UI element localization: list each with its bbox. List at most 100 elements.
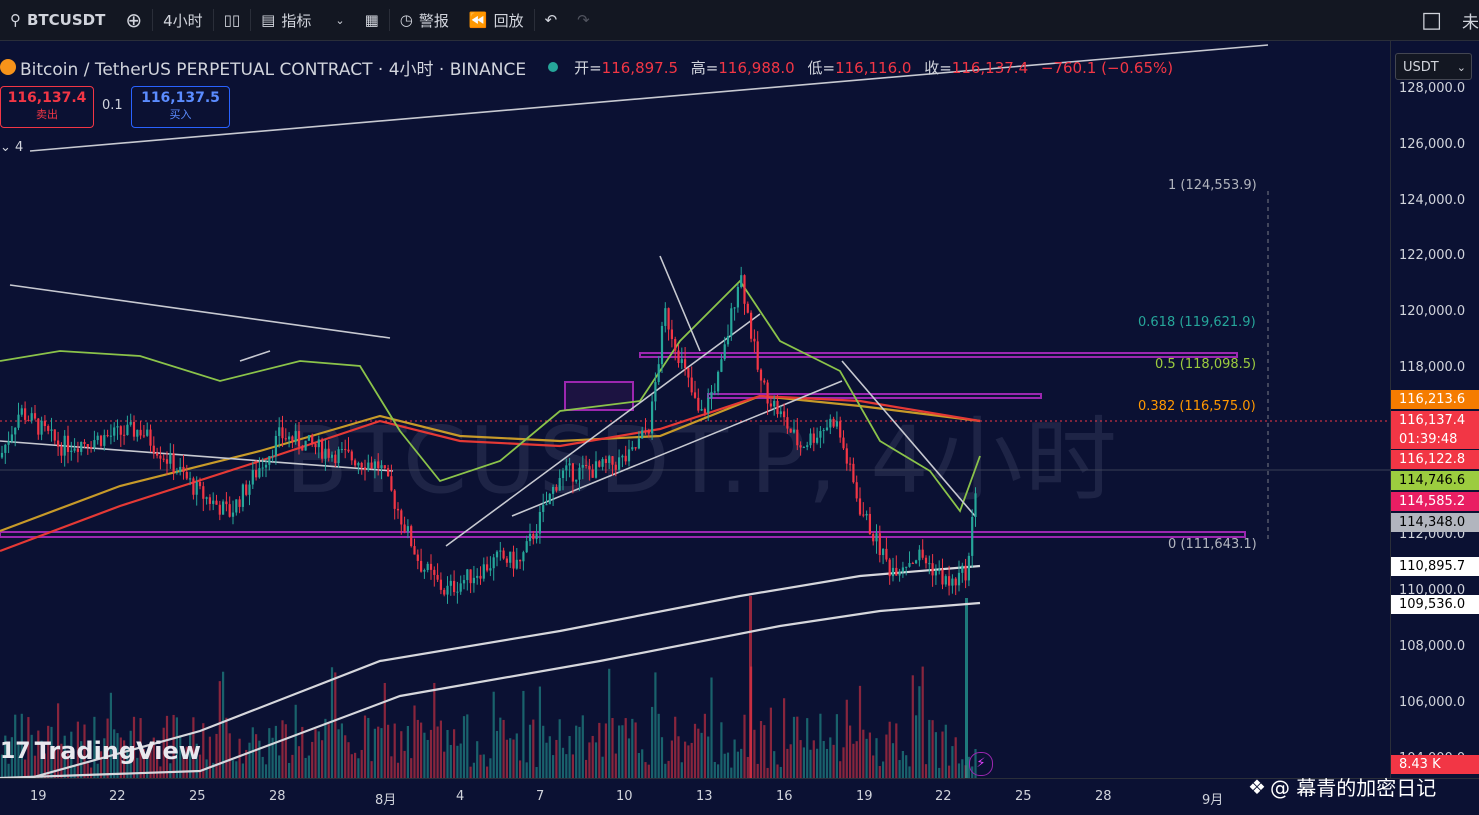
chart-type-button[interactable]: ▯▯ <box>214 0 251 40</box>
grid-icon: ▦ <box>364 11 379 29</box>
candle-body <box>934 571 937 576</box>
candle-body <box>436 574 439 580</box>
volume-bar <box>486 766 489 778</box>
layouts-button[interactable]: ▦ <box>355 0 389 40</box>
lightning-icon[interactable]: ⚡ <box>969 752 993 776</box>
candle-body <box>482 564 485 579</box>
volume-bar <box>53 748 56 778</box>
candle-body <box>86 444 89 448</box>
alert-button[interactable]: ◷ 警报 <box>390 0 459 40</box>
candle-body <box>70 450 73 452</box>
candle-body <box>195 481 198 495</box>
volume-bar <box>974 749 977 778</box>
price-axis[interactable]: 128,000.0 126,000.0 124,000.0 122,000.0 120,… <box>1390 41 1479 778</box>
candle-body <box>670 329 673 340</box>
candle-body <box>558 478 561 491</box>
volume-bar <box>357 758 360 778</box>
candle-body <box>548 493 551 505</box>
candle-body <box>469 569 472 584</box>
volume-bar <box>443 751 446 778</box>
candle-body <box>660 325 664 365</box>
candle-body <box>165 459 169 464</box>
candle-body <box>674 339 677 351</box>
candle-body <box>132 421 136 437</box>
volume-bar <box>783 698 786 778</box>
volume-bar <box>614 753 617 778</box>
volume-bar <box>70 731 73 778</box>
price-tick: 110,000.0 <box>1399 583 1466 599</box>
candle-body <box>149 429 152 446</box>
volume-bar <box>555 739 558 778</box>
candle-body <box>370 462 373 469</box>
volume-bar <box>416 719 419 778</box>
chart-pane[interactable]: BTCUSDT.P, 4小时 1 (124,553.9) 0.618 (119,6… <box>0 41 1390 778</box>
undo-button[interactable]: ↶ <box>535 0 568 40</box>
volume-bar <box>819 713 822 778</box>
volume-bar <box>611 717 614 778</box>
interval-label: 4小时 <box>163 11 203 30</box>
volume-bar <box>179 735 182 778</box>
time-axis[interactable]: 19 22 25 28 8月 4 7 10 13 16 19 22 25 28 9月 <box>0 778 1479 815</box>
volume-bar <box>429 729 433 778</box>
volume-bar <box>852 743 855 778</box>
divider <box>250 9 252 31</box>
top-toolbar: ⚲ BTCUSDT ⊕ 4小时 ▯▯ ▤ 指标 ⌄ ▦ ◷ 警报 ⏪ 回放 ↶ … <box>0 0 1479 41</box>
volume-bar <box>446 729 449 778</box>
volume-bar <box>466 714 469 778</box>
candle-body <box>337 449 340 464</box>
volume-bar <box>845 699 848 778</box>
tradingview-logo[interactable]: 17 TradingView <box>0 737 201 765</box>
candle-body <box>634 447 637 449</box>
candle-body <box>443 589 446 595</box>
unnamed-layout-button[interactable]: 未 <box>1452 0 1479 40</box>
candle-body <box>179 466 182 472</box>
compare-button[interactable]: ⊕ <box>115 0 152 40</box>
replay-button[interactable]: ⏪ 回放 <box>459 0 534 40</box>
time-label: 9月 <box>1202 793 1224 808</box>
symbol-search[interactable]: ⚲ BTCUSDT <box>0 0 115 40</box>
spread-value: 0.1 <box>102 98 123 113</box>
fullscreen-button[interactable]: □ <box>1411 0 1452 40</box>
ascending-trend-line <box>445 313 761 547</box>
chart-canvas[interactable] <box>0 41 1390 778</box>
sell-button[interactable]: 116,137.4 卖出 <box>0 86 94 128</box>
undo-icon: ↶ <box>544 11 558 29</box>
open-value: 116,897.5 <box>601 58 679 77</box>
candle-body <box>961 565 964 573</box>
buy-button[interactable]: 116,137.5 买入 <box>131 86 230 128</box>
candle-body <box>363 467 367 470</box>
volume-bar <box>703 713 706 778</box>
price-tick: 124,000.0 <box>1399 192 1466 208</box>
volume-bar <box>690 742 693 778</box>
volume-bar <box>410 758 413 778</box>
volume-bar <box>472 762 475 778</box>
currency-select[interactable]: USDT ⌄ <box>1395 53 1472 80</box>
volume-bar <box>802 747 805 778</box>
volume-bar <box>829 737 832 778</box>
indicators-button[interactable]: ▤ 指标 ⌄ <box>251 0 354 40</box>
candle-body <box>835 421 838 427</box>
candle-body <box>192 478 195 495</box>
candle-body <box>832 418 835 427</box>
candle-body <box>680 359 683 363</box>
candle-body <box>377 461 380 469</box>
volume-bar <box>581 715 584 778</box>
redo-button[interactable]: ↷ <box>567 0 600 40</box>
volume-bar <box>891 743 895 778</box>
moving-averages <box>0 279 981 778</box>
candle-body <box>565 465 568 471</box>
volume-bar <box>631 718 634 778</box>
volume-bar <box>182 749 185 778</box>
interval-button[interactable]: 4小时 <box>153 0 213 40</box>
volume-bar <box>948 765 951 778</box>
candle-body <box>446 585 449 595</box>
volume-bar <box>278 755 281 778</box>
chevron-down-icon: ⌄ <box>335 13 345 27</box>
candle-body <box>690 377 693 393</box>
volume-bar <box>192 717 195 778</box>
collapse-indicators-button[interactable]: ⌄ 4 <box>0 140 23 155</box>
volume-bar <box>839 761 842 778</box>
candle-body <box>304 440 307 451</box>
candle-body <box>248 484 251 495</box>
legend-title[interactable]: Bitcoin / TetherUS PERPETUAL CONTRACT · … <box>20 59 527 80</box>
